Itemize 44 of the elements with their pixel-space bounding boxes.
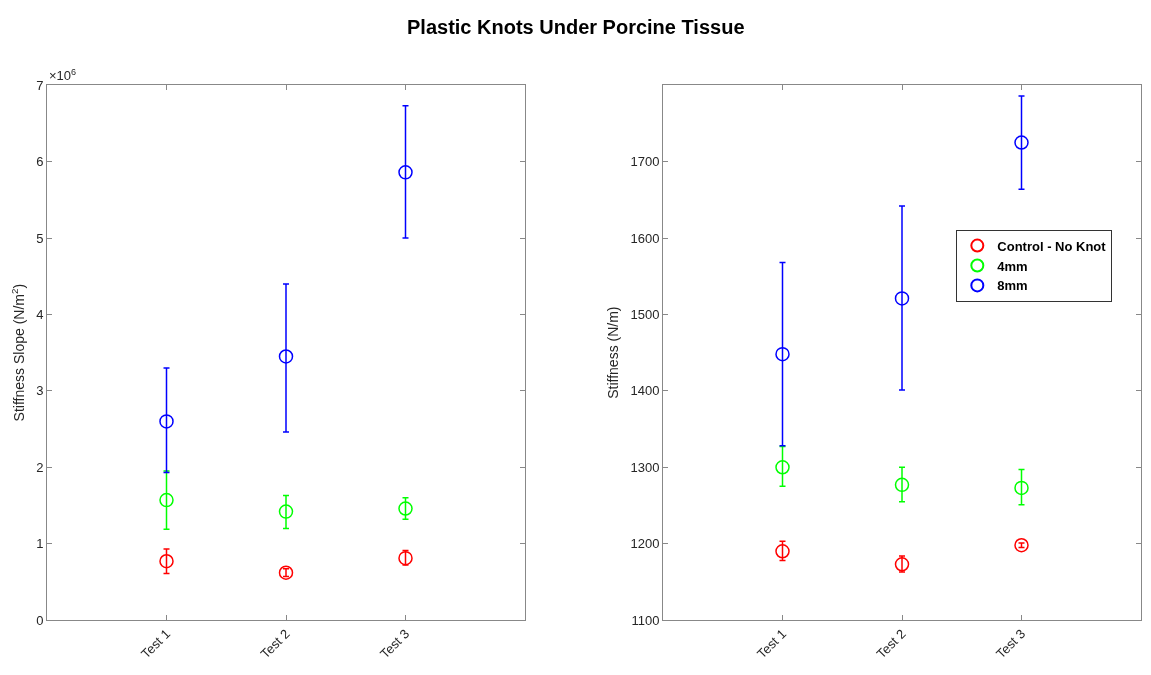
y-tick-label: 0: [36, 612, 44, 628]
point: [1014, 480, 1029, 496]
x-tick-label: Test 2: [873, 626, 909, 662]
y-tick-label: 2: [36, 459, 44, 475]
legend-label: 4mm: [997, 258, 1028, 274]
y-tick-label: 1600: [630, 230, 660, 246]
y-axis-title: Stiffness (N/m): [605, 306, 622, 399]
y-tick-label: 3: [36, 383, 44, 399]
point: [278, 565, 294, 580]
text: ×10$^{6}$: [49, 67, 77, 84]
point: [1014, 135, 1029, 150]
point: [278, 504, 294, 519]
y-tick-label: 1100: [631, 612, 660, 628]
point: [398, 165, 413, 180]
point: [775, 544, 790, 559]
point: [398, 501, 413, 516]
point: [159, 553, 174, 569]
y-tick-label: 6: [36, 154, 44, 170]
y-tick-label: 4: [36, 306, 44, 322]
point: [159, 492, 174, 508]
point: [278, 349, 294, 364]
point: [894, 291, 910, 306]
y-tick-label: 1500: [630, 306, 660, 322]
x-tick-label: Test 2: [257, 626, 293, 662]
y-tick-label: 5: [36, 230, 44, 246]
legend-label: 8mm: [997, 278, 1028, 294]
point: [894, 557, 910, 572]
text: Plastic Knots Under Porcine Tissue: [407, 16, 745, 38]
x-tick-label: Test 3: [377, 626, 413, 662]
point: [1014, 537, 1029, 553]
y-tick-label: 1: [36, 536, 44, 552]
point: [775, 460, 790, 475]
point: [159, 414, 174, 429]
x-tick-label: Test 3: [993, 626, 1029, 662]
y-tick-label: 1400: [630, 383, 660, 399]
y-tick-label: 7: [36, 77, 44, 93]
y-tick-label: 1200: [630, 536, 660, 552]
x-tick-label: Test 1: [138, 626, 174, 662]
x-tick-label: Test 1: [754, 626, 790, 662]
y-tick-label: 1700: [630, 154, 660, 170]
y-tick-label: 1300: [630, 459, 660, 475]
point: [775, 346, 790, 362]
legend-label: Control - No Knot: [997, 238, 1107, 254]
point: [894, 477, 910, 493]
